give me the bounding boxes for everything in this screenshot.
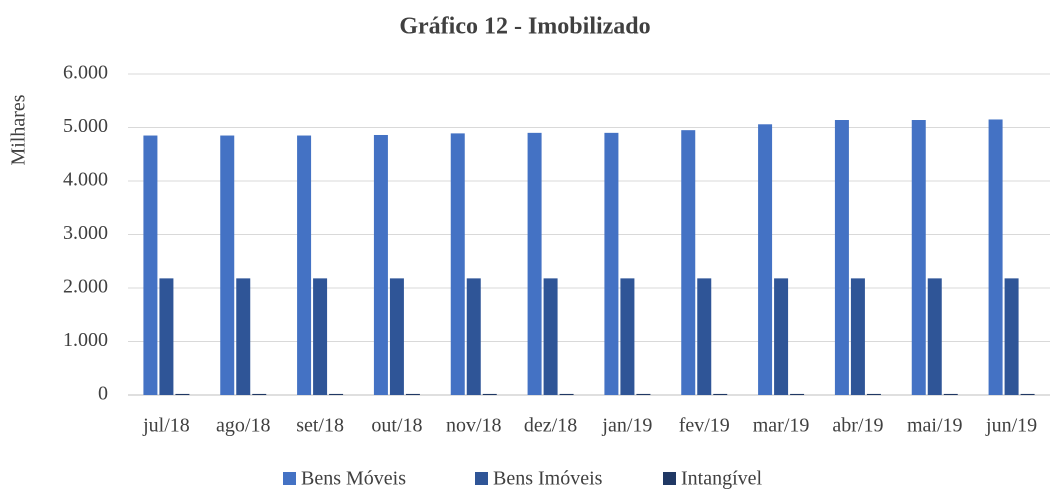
bar — [911, 120, 926, 395]
bar — [482, 393, 497, 395]
bar — [252, 393, 267, 395]
bar — [834, 120, 849, 395]
bar — [1020, 393, 1035, 395]
x-tick-label: abr/19 — [832, 415, 883, 437]
x-tick-label: jun/19 — [985, 415, 1037, 437]
bar — [313, 278, 328, 395]
y-tick-label: 2.000 — [63, 276, 108, 298]
bar — [927, 278, 942, 395]
y-axis-label: Milhares — [8, 94, 30, 165]
x-tick-label: fev/19 — [679, 415, 730, 437]
y-tick-label: 4.000 — [63, 169, 108, 191]
y-tick-label: 1.000 — [63, 329, 108, 351]
legend-label: Bens Imóveis — [493, 468, 603, 490]
legend-label: Intangível — [681, 468, 763, 490]
bar — [405, 393, 420, 395]
bar — [636, 393, 651, 395]
bar — [236, 278, 251, 395]
legend-label: Bens Móveis — [301, 468, 406, 490]
bar — [220, 135, 235, 395]
legend-swatch — [663, 472, 676, 485]
bar — [620, 278, 635, 395]
bar — [527, 132, 542, 395]
bar — [143, 135, 158, 395]
bar — [450, 133, 465, 395]
x-tick-label: jul/18 — [142, 415, 190, 437]
x-tick-label: out/18 — [371, 415, 422, 437]
y-tick-label: 6.000 — [63, 62, 108, 84]
x-tick-label: ago/18 — [216, 415, 270, 437]
bar — [604, 132, 619, 395]
x-tick-label: set/18 — [296, 415, 344, 437]
legend-swatch — [475, 472, 488, 485]
bar — [329, 393, 344, 395]
x-tick-label: mar/19 — [753, 415, 810, 437]
y-tick-label: 0 — [98, 383, 108, 405]
bar — [297, 135, 312, 395]
bar — [866, 393, 881, 395]
bar — [988, 119, 1003, 395]
bar — [681, 130, 696, 396]
bar — [559, 393, 574, 395]
bar — [697, 278, 712, 395]
bar — [850, 278, 865, 395]
bar — [790, 393, 805, 395]
bar — [543, 278, 558, 395]
bar — [713, 393, 728, 395]
bar — [159, 278, 174, 395]
bar — [466, 278, 481, 395]
x-tick-label: nov/18 — [446, 415, 502, 437]
x-tick-label: dez/18 — [524, 415, 577, 437]
bar — [175, 393, 190, 395]
bar — [373, 134, 388, 396]
bar — [758, 124, 773, 395]
chart-title: Gráfico 12 - Imobilizado — [399, 14, 650, 40]
y-tick-label: 5.000 — [63, 115, 108, 137]
bar — [774, 278, 789, 395]
bar — [943, 393, 958, 395]
legend-swatch — [283, 472, 296, 485]
x-tick-label: jan/19 — [601, 415, 652, 437]
y-tick-label: 3.000 — [63, 222, 108, 244]
bar — [1004, 278, 1019, 395]
x-tick-label: mai/19 — [907, 415, 963, 437]
bar — [389, 278, 404, 395]
